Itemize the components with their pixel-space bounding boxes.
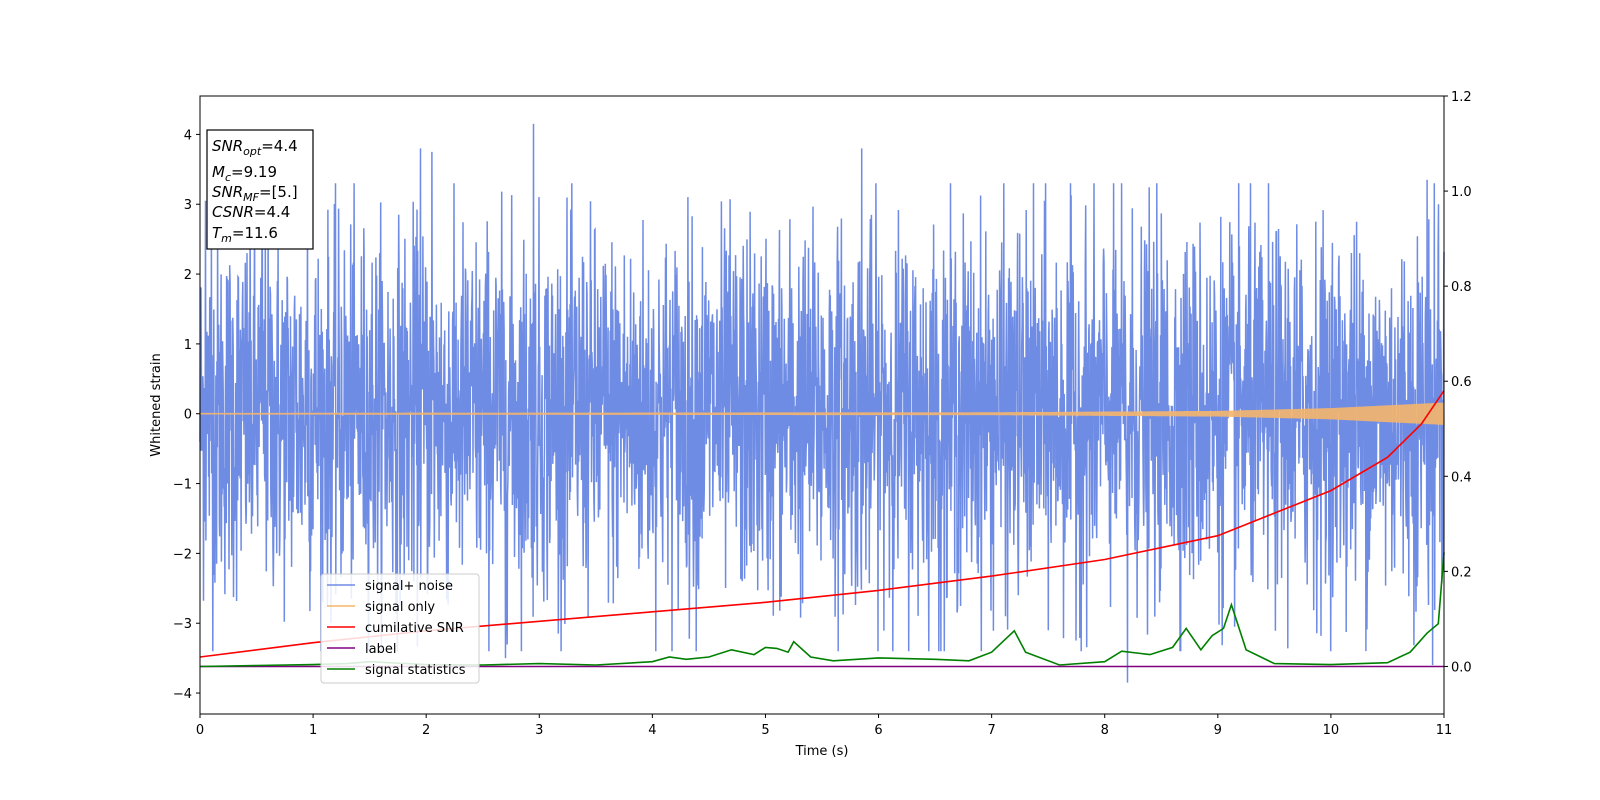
left-y-tick-label: 4 bbox=[184, 128, 192, 143]
right-y-axis-ticks: 0.0 0.2 0.4 0.6 0.8 1.0 1.2 bbox=[1444, 90, 1472, 675]
x-tick-label: 3 bbox=[535, 723, 543, 738]
x-tick-label: 6 bbox=[874, 723, 882, 738]
signal-only-series bbox=[199, 402, 1445, 425]
annotation-line: SNRopt=4.4 bbox=[212, 137, 298, 158]
x-tick-label: 8 bbox=[1101, 723, 1109, 738]
right-y-tick-label: 0.6 bbox=[1451, 375, 1472, 390]
x-tick-label: 11 bbox=[1436, 723, 1453, 738]
x-tick-label: 5 bbox=[761, 723, 769, 738]
x-tick-label: 9 bbox=[1214, 723, 1222, 738]
legend-label: signal statistics bbox=[365, 663, 466, 678]
x-tick-label: 7 bbox=[987, 723, 995, 738]
annotation-line: Tm=11.6 bbox=[212, 224, 278, 245]
signal-only-line bbox=[199, 402, 1445, 425]
left-y-tick-label: 3 bbox=[184, 198, 192, 213]
left-y-tick-label: 1 bbox=[184, 338, 192, 353]
legend-label: label bbox=[365, 642, 396, 657]
x-tick-label: 10 bbox=[1323, 723, 1340, 738]
x-tick-label: 2 bbox=[422, 723, 430, 738]
left-y-tick-label: 2 bbox=[184, 268, 192, 283]
signal-noise-line bbox=[199, 123, 1445, 683]
x-axis-label: Time (s) bbox=[795, 744, 849, 759]
x-tick-label: 0 bbox=[196, 723, 204, 738]
legend-label: signal only bbox=[365, 600, 435, 615]
annotation-line: Mc=9.19 bbox=[212, 163, 277, 184]
x-tick-label: 4 bbox=[648, 723, 656, 738]
right-y-tick-label: 0.8 bbox=[1451, 280, 1472, 295]
x-tick-label: 1 bbox=[309, 723, 317, 738]
annotation-line: CSNR=4.4 bbox=[212, 203, 290, 221]
signal-noise-series bbox=[199, 123, 1445, 683]
right-y-tick-label: 0.2 bbox=[1451, 565, 1472, 580]
left-y-tick-label: −4 bbox=[173, 687, 192, 702]
left-y-tick-label: −3 bbox=[173, 617, 192, 632]
right-y-tick-label: 1.0 bbox=[1451, 185, 1472, 200]
left-y-tick-label: 0 bbox=[184, 408, 192, 423]
signal-statistics-line bbox=[199, 552, 1445, 668]
legend: signal+ noise signal only cumilative SNR la… bbox=[320, 573, 480, 684]
right-y-tick-label: 0.0 bbox=[1451, 660, 1472, 675]
plot-frame bbox=[199, 95, 1445, 715]
left-y-tick-label: −2 bbox=[173, 547, 192, 562]
legend-label: signal+ noise bbox=[365, 579, 453, 594]
annotation-line: SNRMF=[5.] bbox=[212, 183, 298, 204]
left-y-axis-ticks: −4 −3 −2 −1 0 1 2 3 4 bbox=[173, 128, 200, 702]
right-y-tick-label: 1.2 bbox=[1451, 90, 1472, 105]
left-y-tick-label: −1 bbox=[173, 478, 192, 493]
y-axis-label: Whitened strain bbox=[149, 353, 164, 456]
legend-frame bbox=[320, 573, 480, 684]
legend-label: cumilative SNR bbox=[365, 621, 464, 636]
x-axis-ticks: 0 1 2 3 4 5 6 7 8 9 10 11 bbox=[196, 714, 1452, 738]
right-y-tick-label: 0.4 bbox=[1451, 470, 1472, 485]
annotation-frame bbox=[206, 129, 314, 250]
